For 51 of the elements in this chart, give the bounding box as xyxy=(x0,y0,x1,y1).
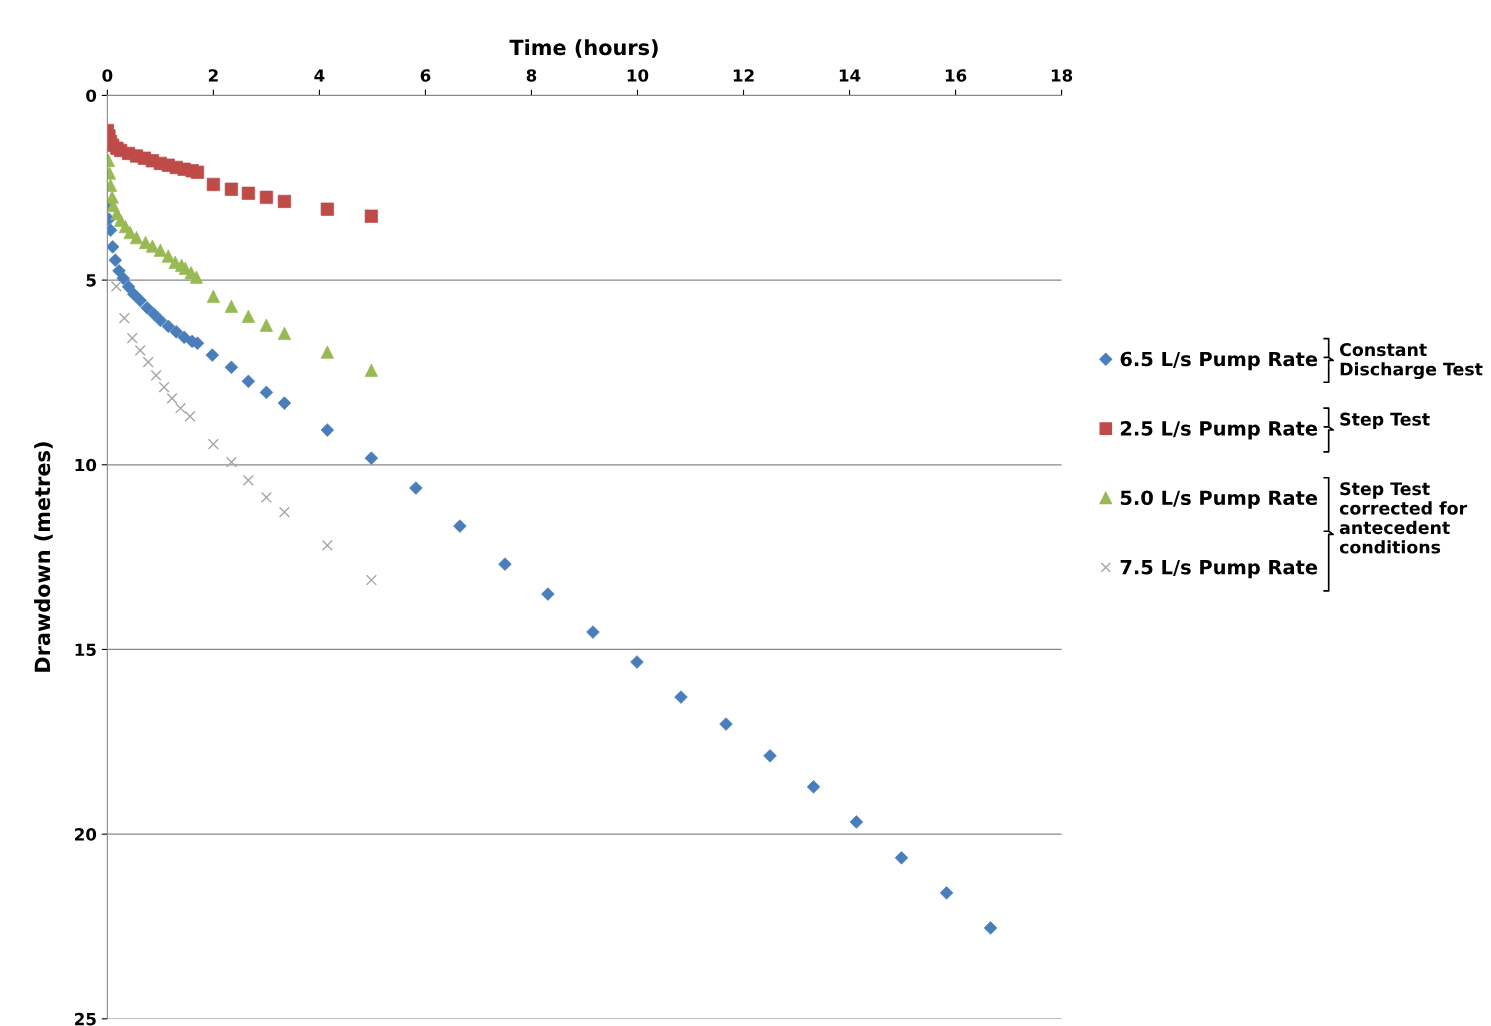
point xyxy=(259,385,274,400)
point xyxy=(166,392,178,404)
point xyxy=(153,313,168,328)
point xyxy=(107,240,120,254)
text: Step Test xyxy=(1340,412,1430,430)
y-tick-label: 10 xyxy=(75,458,97,472)
x-tick-label: 4 xyxy=(314,69,325,82)
point xyxy=(241,374,256,389)
legend-label: 7.5 L/s Pump Rate xyxy=(1120,560,1318,579)
x-tick-label: 16 xyxy=(945,69,967,82)
point xyxy=(142,356,154,368)
point xyxy=(184,410,196,422)
x-tick-label: 12 xyxy=(733,69,754,82)
text: Constant Discharge Test xyxy=(1340,343,1483,380)
point xyxy=(224,299,238,313)
y-tick-label: 0 xyxy=(86,89,97,102)
point xyxy=(260,491,272,503)
y-tick-label: 25 xyxy=(75,1012,96,1026)
x-tick-label: 10 xyxy=(627,69,649,82)
point xyxy=(150,369,162,381)
point xyxy=(321,539,333,551)
x-tick-label: 18 xyxy=(1051,69,1073,82)
y-tick-label: 15 xyxy=(75,643,96,657)
x-tick-label: 2 xyxy=(208,69,218,82)
text: Step Test corrected for antecedent conditions xyxy=(1339,482,1468,554)
x-tick-label: 0 xyxy=(102,69,113,82)
point xyxy=(277,326,292,340)
point xyxy=(225,456,237,468)
x-tick-label: 8 xyxy=(526,69,537,82)
x-tick-label: 6 xyxy=(420,69,431,82)
point xyxy=(241,186,255,200)
point xyxy=(134,344,146,356)
y-axis-title: Drawdown (metres) xyxy=(34,442,53,672)
x-axis-title: Time (hours) xyxy=(509,39,658,58)
x-tick-label: 14 xyxy=(839,69,861,82)
point xyxy=(278,506,290,518)
legend-label: 5.0 L/s Pump Rate xyxy=(1120,490,1318,509)
point xyxy=(206,289,220,303)
point xyxy=(158,381,170,393)
y-tick-label: 20 xyxy=(75,828,97,841)
legend-label: 6.5 L/s Pump Rate xyxy=(1120,351,1318,371)
point xyxy=(207,438,219,450)
y-tick-label: 5 xyxy=(86,274,96,287)
point xyxy=(118,312,130,324)
legend-label: 2.5 L/s Pump Rate xyxy=(1120,421,1318,440)
point xyxy=(259,190,273,204)
point xyxy=(126,332,138,344)
point xyxy=(110,280,122,292)
point xyxy=(174,402,187,414)
point xyxy=(365,574,377,586)
point xyxy=(242,474,254,486)
